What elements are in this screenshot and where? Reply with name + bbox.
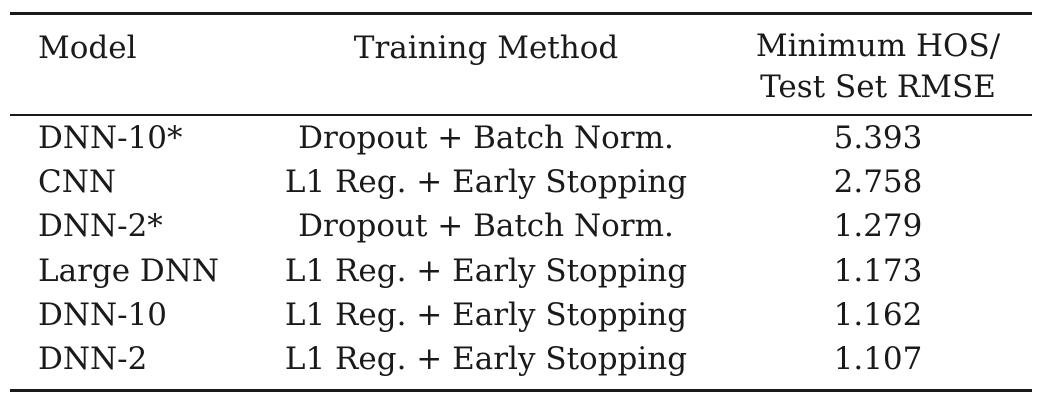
row-model: CNN xyxy=(38,164,116,200)
row-model: DNN-10 xyxy=(38,297,168,333)
table-top-rule xyxy=(10,12,1032,15)
row-rmse: 1.162 xyxy=(833,297,923,333)
row-method: L1 Reg. + Early Stopping xyxy=(284,297,688,333)
header-rmse: Minimum HOS/ Test Set RMSE xyxy=(728,26,1028,108)
row-method: L1 Reg. + Early Stopping xyxy=(284,164,688,200)
row-method: Dropout + Batch Norm. xyxy=(298,120,674,156)
table-bottom-rule xyxy=(10,389,1032,392)
row-method: L1 Reg. + Early Stopping xyxy=(284,253,688,289)
header-rmse-line1: Minimum HOS/ xyxy=(755,28,1001,64)
row-model: DNN-10* xyxy=(38,120,183,156)
results-table: Model Training Method Minimum HOS/ Test … xyxy=(10,12,1032,394)
header-model: Model xyxy=(38,30,137,66)
row-rmse: 1.279 xyxy=(833,208,923,244)
table-header-rule xyxy=(10,114,1032,116)
row-rmse: 5.393 xyxy=(833,120,923,156)
header-training-method: Training Method xyxy=(353,30,619,66)
row-rmse: 2.758 xyxy=(833,164,923,200)
row-model: DNN-2 xyxy=(38,341,148,377)
header-rmse-line2: Test Set RMSE xyxy=(760,69,996,105)
row-rmse: 1.173 xyxy=(833,253,923,289)
row-method: L1 Reg. + Early Stopping xyxy=(284,341,688,377)
row-model: Large DNN xyxy=(38,253,220,289)
row-rmse: 1.107 xyxy=(833,341,923,377)
row-model: DNN-2* xyxy=(38,208,163,244)
row-method: Dropout + Batch Norm. xyxy=(298,208,674,244)
